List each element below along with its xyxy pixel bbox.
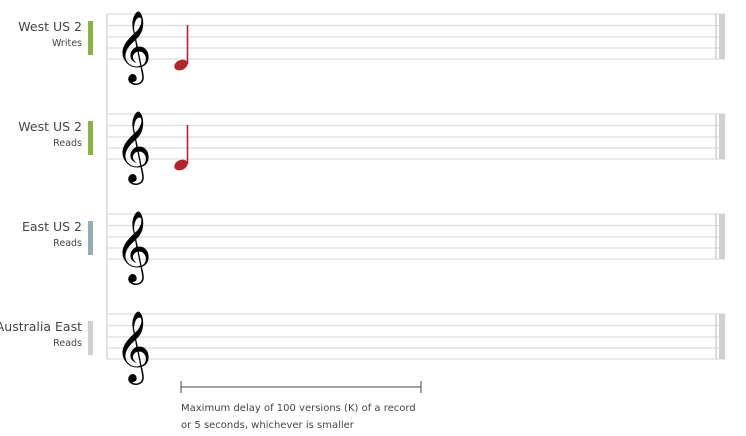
treble-clef-icon: 𝄞 — [115, 209, 152, 285]
region-color-bar — [88, 321, 93, 355]
caption-line-2: or 5 seconds, whichever is smaller — [181, 420, 354, 431]
caption-line-1: Maximum delay of 100 versions (K) of a r… — [181, 403, 416, 414]
treble-clef-icon: 𝄞 — [115, 109, 152, 185]
delay-caption: Maximum delay of 100 versions (K) of a r… — [181, 400, 416, 434]
thick-barline — [719, 114, 725, 159]
quarter-note-head — [174, 159, 188, 171]
region-name: East US 2 — [22, 219, 82, 234]
thick-barline — [719, 314, 725, 359]
treble-clef-icon: 𝄞 — [115, 309, 152, 385]
region-name: West US 2 — [18, 19, 82, 34]
operation-label: Writes — [51, 38, 82, 49]
treble-clef-icon: 𝄞 — [115, 9, 152, 85]
region-color-bar — [88, 221, 93, 255]
operation-label: Reads — [53, 238, 82, 249]
region-color-bar — [88, 21, 93, 55]
region-name: Australia East — [0, 319, 82, 334]
quarter-note-head — [174, 59, 188, 71]
region-color-bar — [88, 121, 93, 155]
thick-barline — [719, 214, 725, 259]
operation-label: Reads — [53, 138, 82, 149]
thick-barline — [719, 14, 725, 59]
region-name: West US 2 — [18, 119, 82, 134]
operation-label: Reads — [53, 338, 82, 349]
